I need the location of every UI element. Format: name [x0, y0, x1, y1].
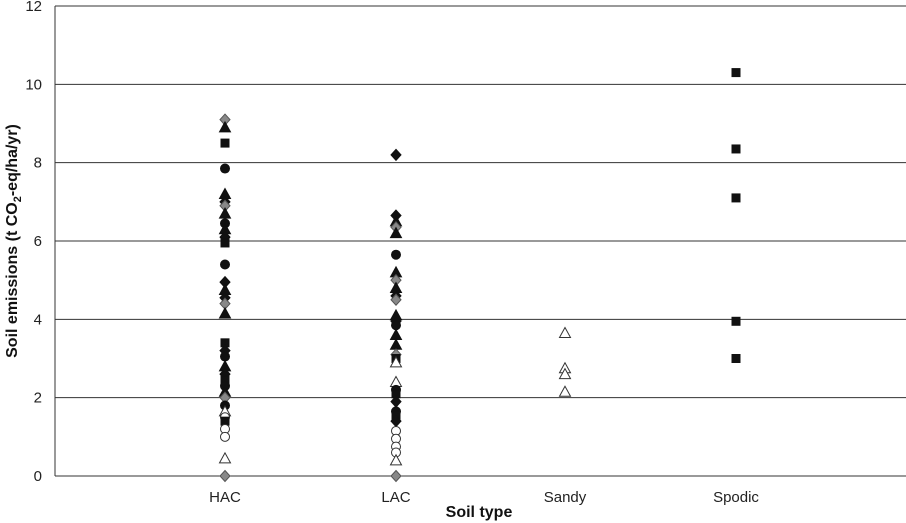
- y-tick-label: 0: [34, 468, 42, 485]
- data-point-hac: [219, 469, 231, 483]
- data-point-lac: [389, 338, 403, 350]
- data-point-spodic: [731, 144, 741, 154]
- data-point-hac: [220, 416, 230, 426]
- data-point-hac: [220, 163, 230, 174]
- data-point-lac: [390, 469, 402, 483]
- data-point-lac: [391, 320, 401, 331]
- data-point-sandy: [558, 385, 572, 397]
- x-tick-label: Sandy: [544, 489, 587, 506]
- x-tick-label: LAC: [381, 489, 410, 506]
- data-point-lac: [391, 249, 401, 260]
- y-tick-label: 6: [34, 233, 42, 250]
- data-point-spodic: [731, 68, 741, 78]
- y-axis-title-pre: Soil emissions (t CO: [4, 202, 21, 358]
- data-point-lac: [389, 355, 403, 368]
- data-point-hac: [220, 351, 230, 362]
- data-point-lac: [389, 453, 403, 466]
- y-axis-title-post: -eq/ha/yr): [4, 124, 21, 196]
- y-tick-labels: 0 2 4 6 8 10 12: [25, 0, 42, 485]
- data-point-hac: [218, 120, 232, 133]
- y-tick-label: 10: [25, 76, 42, 93]
- data-point-sandy: [558, 326, 572, 339]
- data-point-lac: [389, 328, 403, 340]
- data-point-lac: [390, 293, 402, 306]
- y-axis-title: Soil emissions (t CO2-eq/ha/yr): [4, 124, 24, 358]
- x-axis-title: Soil type: [446, 504, 513, 521]
- data-point-lac: [390, 148, 402, 162]
- data-point-hac: [220, 431, 230, 442]
- y-axis-title-sub: 2: [12, 196, 24, 202]
- data-point-hac: [220, 138, 230, 148]
- x-tick-label: Spodic: [713, 489, 759, 506]
- y-tick-label: 4: [34, 311, 42, 328]
- data-point-hac: [218, 451, 232, 464]
- data-point-spodic: [731, 193, 741, 203]
- y-tick-label: 2: [34, 390, 42, 407]
- data-point-sandy: [558, 367, 572, 380]
- gridlines: [55, 5, 906, 399]
- data-point-spodic: [731, 316, 741, 326]
- axes: [54, 6, 906, 477]
- x-tick-labels: HAC LAC Sandy Spodic: [209, 489, 759, 506]
- data-point-spodic: [731, 354, 741, 363]
- data-point-lac: [389, 226, 403, 239]
- data-point-hac: [218, 306, 232, 319]
- data-point-hac: [218, 207, 232, 219]
- data-point-hac: [220, 259, 230, 270]
- y-tick-label: 8: [34, 155, 42, 172]
- y-tick-label: 12: [25, 0, 42, 15]
- data-point-hac: [220, 238, 230, 248]
- x-tick-label: HAC: [209, 489, 241, 506]
- data-points: [218, 68, 741, 483]
